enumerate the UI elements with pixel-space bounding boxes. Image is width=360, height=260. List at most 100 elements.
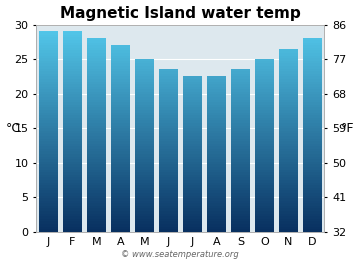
Bar (111, 115, 130, 118)
Bar (255, 216, 274, 219)
Bar (159, 152, 178, 154)
Bar (183, 92, 202, 94)
Bar (111, 198, 130, 201)
Bar (111, 53, 130, 56)
Bar (183, 79, 202, 81)
Bar (135, 224, 154, 227)
Bar (87, 188, 106, 190)
Bar (279, 115, 298, 118)
Bar (183, 190, 202, 193)
Bar (303, 63, 322, 66)
Bar (279, 69, 298, 71)
Bar (111, 159, 130, 162)
Bar (279, 139, 298, 141)
Bar (63, 229, 82, 232)
Bar (87, 58, 106, 61)
Bar (183, 118, 202, 120)
Bar (303, 133, 322, 136)
Bar (279, 126, 298, 128)
Bar (111, 229, 130, 232)
Bar (63, 113, 82, 115)
Bar (159, 76, 178, 79)
Bar (303, 131, 322, 133)
Bar (63, 69, 82, 71)
Bar (63, 214, 82, 216)
Bar (135, 190, 154, 193)
Bar (63, 115, 82, 118)
Bar (111, 94, 130, 97)
Bar (303, 196, 322, 198)
Bar (87, 152, 106, 154)
Bar (303, 126, 322, 128)
Bar (255, 185, 274, 188)
Bar (207, 144, 226, 146)
Bar (39, 48, 58, 50)
Bar (87, 97, 106, 100)
Bar (135, 216, 154, 219)
Bar (231, 229, 250, 232)
Bar (111, 167, 130, 170)
Bar (255, 113, 274, 115)
Bar (303, 123, 322, 126)
Bar (231, 183, 250, 185)
Bar (183, 185, 202, 188)
Bar (207, 100, 226, 102)
Bar (279, 183, 298, 185)
Bar (39, 110, 58, 113)
Bar (87, 79, 106, 81)
Bar (111, 188, 130, 190)
Bar (135, 97, 154, 100)
Bar (39, 113, 58, 115)
Bar (255, 118, 274, 120)
Bar (303, 149, 322, 152)
Bar (87, 61, 106, 63)
Bar (111, 144, 130, 146)
Bar (207, 167, 226, 170)
Bar (111, 209, 130, 211)
Bar (63, 170, 82, 172)
Bar (159, 185, 178, 188)
Bar (159, 92, 178, 94)
Bar (39, 92, 58, 94)
Y-axis label: °F: °F (341, 122, 355, 135)
Bar (159, 94, 178, 97)
Bar (135, 74, 154, 76)
Bar (279, 224, 298, 227)
Bar (111, 58, 130, 61)
Bar (111, 97, 130, 100)
Bar (87, 81, 106, 84)
Bar (255, 193, 274, 196)
Bar (207, 222, 226, 224)
Bar (279, 180, 298, 183)
Bar (231, 209, 250, 211)
Bar (63, 175, 82, 177)
Bar (207, 79, 226, 81)
Bar (279, 185, 298, 188)
Bar (39, 185, 58, 188)
Bar (87, 136, 106, 139)
Bar (231, 131, 250, 133)
Bar (111, 113, 130, 115)
Bar (63, 149, 82, 152)
Bar (303, 69, 322, 71)
Bar (279, 107, 298, 110)
Bar (303, 40, 322, 43)
Bar (279, 196, 298, 198)
Bar (183, 222, 202, 224)
Bar (159, 188, 178, 190)
Bar (111, 222, 130, 224)
Bar (231, 157, 250, 159)
Bar (183, 183, 202, 185)
Bar (207, 206, 226, 209)
Bar (63, 81, 82, 84)
Bar (231, 71, 250, 74)
Bar (39, 81, 58, 84)
Bar (303, 175, 322, 177)
Bar (231, 188, 250, 190)
Bar (135, 133, 154, 136)
Bar (255, 102, 274, 105)
Bar (279, 170, 298, 172)
Bar (303, 167, 322, 170)
Bar (303, 209, 322, 211)
Bar (159, 180, 178, 183)
